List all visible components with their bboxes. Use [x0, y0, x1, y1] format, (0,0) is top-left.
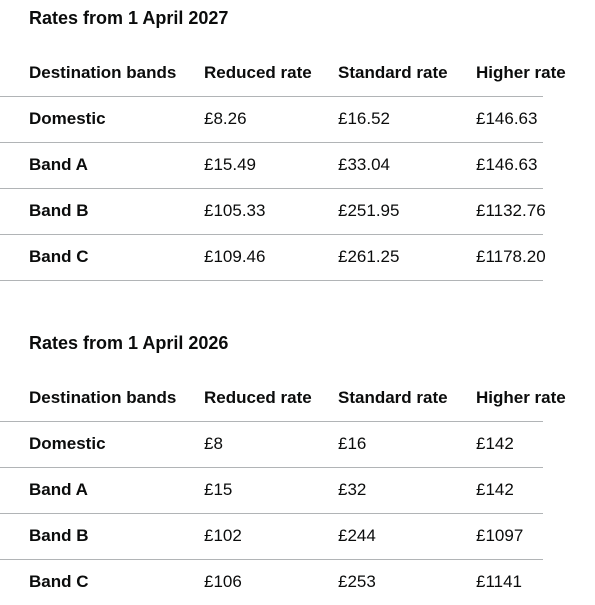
- table-cell: £1097: [476, 526, 524, 545]
- table-cell: £8.26: [204, 109, 247, 128]
- row-header: Band C: [29, 247, 89, 266]
- row-header: Domestic: [29, 434, 106, 453]
- table-cell: £146.63: [476, 109, 538, 128]
- column-header: Destination bands: [29, 388, 177, 407]
- row-header: Domestic: [29, 109, 106, 128]
- table-cell: £142: [476, 434, 514, 453]
- column-header: Reduced rate: [204, 388, 312, 407]
- row-divider: [0, 467, 543, 468]
- row-divider: [0, 280, 543, 281]
- table-cell: £1178.20: [476, 247, 546, 266]
- table-cell: £1132.76: [476, 201, 546, 220]
- table-cell: £251.95: [338, 201, 400, 220]
- table-cell: £16.52: [338, 109, 390, 128]
- row-header: Band C: [29, 572, 89, 591]
- row-divider: [0, 142, 543, 143]
- column-header: Standard rate: [338, 63, 448, 82]
- row-divider: [0, 188, 543, 189]
- table-cell: £32: [338, 480, 367, 499]
- table-cell: £1141: [476, 572, 523, 591]
- row-divider: [0, 421, 543, 422]
- table-cell: £142: [476, 480, 514, 499]
- table-cell: £8: [204, 434, 223, 453]
- row-header: Band B: [29, 526, 89, 545]
- table-cell: £15.49: [204, 155, 256, 174]
- column-header: Standard rate: [338, 388, 448, 407]
- table-cell: £244: [338, 526, 376, 545]
- table-cell: £109.46: [204, 247, 266, 266]
- row-divider: [0, 559, 543, 560]
- row-header: Band A: [29, 480, 88, 499]
- table-cell: £146.63: [476, 155, 538, 174]
- table-cell: £106: [204, 572, 242, 591]
- column-header: Destination bands: [29, 63, 177, 82]
- table-cell: £261.25: [338, 247, 400, 266]
- row-header: Band A: [29, 155, 88, 174]
- table-cell: £15: [204, 480, 233, 499]
- section-title: Rates from 1 April 2027: [29, 8, 229, 28]
- table-cell: £16: [338, 434, 367, 453]
- column-header: Higher rate: [476, 388, 566, 407]
- section-title: Rates from 1 April 2026: [29, 333, 229, 353]
- table-cell: £253: [338, 572, 376, 591]
- row-divider: [0, 96, 543, 97]
- row-header: Band B: [29, 201, 89, 220]
- row-divider: [0, 513, 543, 514]
- table-cell: £105.33: [204, 201, 266, 220]
- column-header: Higher rate: [476, 63, 566, 82]
- table-cell: £33.04: [338, 155, 390, 174]
- column-header: Reduced rate: [204, 63, 312, 82]
- table-cell: £102: [204, 526, 242, 545]
- row-divider: [0, 234, 543, 235]
